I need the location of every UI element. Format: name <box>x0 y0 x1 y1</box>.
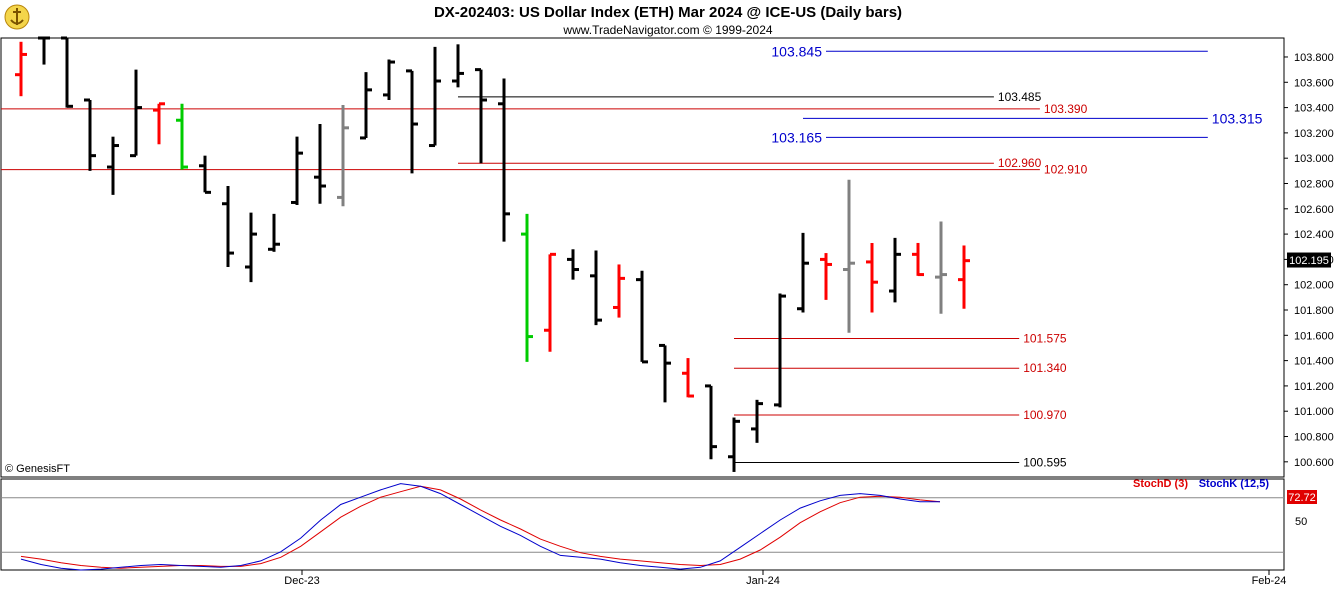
y-tick-label: 103.200 <box>1294 128 1334 140</box>
y-tick-label: 101.200 <box>1294 381 1334 393</box>
copyright-label: © GenesisFT <box>5 463 70 475</box>
y-tick-label: 102.400 <box>1294 229 1334 241</box>
price-bars <box>15 36 970 472</box>
stoch-series-line <box>20 485 941 569</box>
y-tick-label: 101.800 <box>1294 305 1334 317</box>
level-label: 100.970 <box>1023 408 1067 422</box>
x-tick-label: Feb-24 <box>1252 575 1287 587</box>
level-label: 103.165 <box>771 129 822 145</box>
y-tick-label: 103.600 <box>1294 77 1334 89</box>
chart-subtitle: www.TradeNavigator.com © 1999-2024 <box>562 23 772 37</box>
level-label: 101.340 <box>1023 361 1067 375</box>
last-price-label: 102.195 <box>1289 255 1329 267</box>
x-tick-label: Jan-24 <box>746 575 780 587</box>
stoch-last-label: 72.72 <box>1288 492 1316 504</box>
level-label: 102.910 <box>1044 163 1088 177</box>
level-label: 101.575 <box>1023 331 1067 345</box>
price-panel <box>0 37 1285 478</box>
level-label: 100.595 <box>1023 455 1067 469</box>
y-tick-label: 102.000 <box>1294 280 1334 292</box>
stoch-series-line <box>20 483 940 571</box>
y-tick-label: 103.800 <box>1294 52 1334 64</box>
stochastic-panel <box>0 478 1285 571</box>
level-label: 103.485 <box>998 90 1042 104</box>
y-tick-label: 100.600 <box>1294 457 1334 469</box>
level-label: 103.390 <box>1044 102 1088 116</box>
level-label: 103.845 <box>771 43 822 59</box>
y-tick-label: 102.800 <box>1294 178 1334 190</box>
chart-title: DX-202403: US Dollar Index (ETH) Mar 202… <box>434 4 902 21</box>
legend-stochk: StochK (12,5) <box>1199 478 1270 490</box>
y-tick-label: 100.800 <box>1294 432 1334 444</box>
y-tick-label: 101.400 <box>1294 356 1334 368</box>
last-price-badge: 102.195 <box>1287 252 1331 268</box>
date-x-axis: Dec-23 Jan-24 Feb-24 <box>284 570 1286 587</box>
level-label: 103.315 <box>1212 110 1263 126</box>
y-tick-label: 102.600 <box>1294 204 1334 216</box>
legend-stochd: StochD (3) <box>1133 478 1188 490</box>
stoch-tick-50: 50 <box>1295 516 1307 528</box>
y-tick-label: 103.400 <box>1294 103 1334 115</box>
stochastic-lines <box>1 483 1284 571</box>
stoch-last-badge: 72.72 <box>1287 490 1317 504</box>
x-tick-label: Dec-23 <box>284 575 319 587</box>
anchor-logo-icon <box>4 4 30 30</box>
y-tick-label: 103.000 <box>1294 153 1334 165</box>
y-tick-label: 101.000 <box>1294 406 1334 418</box>
level-label: 102.960 <box>998 156 1042 170</box>
y-tick-label: 101.600 <box>1294 330 1334 342</box>
